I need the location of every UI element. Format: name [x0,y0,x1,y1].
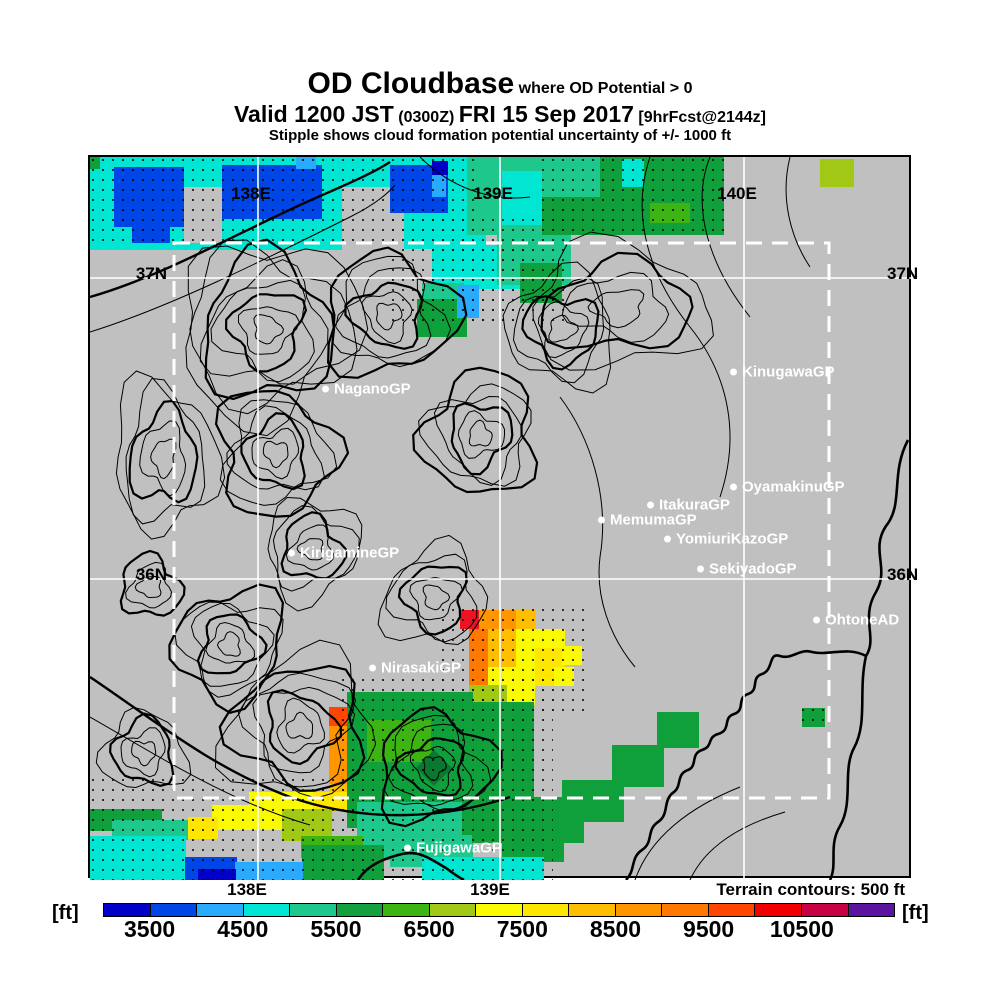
station-marker: NirasakiGP [369,660,461,677]
colorbar-segment [289,903,337,917]
colorbar-segment [614,903,663,917]
station-label: SekiyadoGP [709,560,797,578]
station-marker: MemumaGP [598,512,697,529]
lon-label-top: 140E [717,184,757,203]
header: OD Cloudbase where OD Potential > 0 Vali… [0,67,1000,145]
stipple-overlay [90,157,826,880]
colorbar-tick-label: 4500 [217,916,269,942]
station-dot-icon [369,664,376,672]
station-label: FujigawaGP [416,839,502,857]
colorbar-tick-label: 3500 [123,916,176,942]
station-dot-icon [322,385,329,393]
stipple-note: Stipple shows cloud formation potential … [268,127,732,145]
colorbar-segment [475,903,523,917]
valid-time-zulu: (0300Z) [398,109,455,127]
colorbar-segment [754,903,802,917]
page-title: OD Cloudbase [307,67,515,100]
colorbar-segment [707,903,756,917]
station-marker: KinugawaGP [730,364,835,381]
forecast-reference: [9hrFcst@2144z] [638,109,767,127]
colorbar [103,903,896,917]
station-dot-icon [647,501,654,509]
colorbar-segment [149,903,198,917]
valid-date: FRI 15 Sep 2017 [458,101,634,128]
colorbar-segment [382,903,430,917]
station-label: ItakuraGP [659,496,730,514]
valid-time: Valid 1200 JST [233,101,394,128]
station-marker: ItakuraGP [647,497,730,514]
colorbar-tick-label: 9500 [683,916,735,942]
station-label: KirigamineGP [300,544,400,562]
station-label: OyamakinuGP [742,478,845,496]
lat-label-left: 36N [135,565,167,584]
station-dot-icon [813,616,820,624]
lat-label-right: 36N [887,565,919,584]
latlon-grid [90,157,913,880]
station-dot-icon [664,535,671,543]
station-marker: SekiyadoGP [697,561,797,578]
station-marker: FujigawaGP [404,840,502,857]
lat-label-left: 37N [135,264,167,283]
colorbar-segment [568,903,616,917]
station-marker: OhtoneAD [813,612,899,629]
title-line: OD Cloudbase where OD Potential > 0 [0,67,1000,100]
station-label: YomiuriKazoGP [676,530,789,548]
colorbar-tick-label: 5500 [310,916,362,942]
colorbar-segment [428,903,477,917]
station-marker: OyamakinuGP [730,479,845,496]
title-condition: where OD Potential > 0 [518,80,693,97]
terrain-note: Terrain contours: 500 ft [716,880,905,899]
station-label: MemumaGP [610,511,697,529]
coastline [356,439,910,880]
station-dot-icon [730,368,737,376]
colorbar-segment [800,903,849,917]
station-dot-icon [598,516,605,524]
station-marker: KirigamineGP [288,545,399,562]
colorbar-segment [661,903,709,917]
colorbar-tick-label: 7500 [496,916,548,942]
colorbar-segment [196,903,244,917]
station-marker: YomiuriKazoGP [664,531,788,548]
colorbar-segment [242,903,291,917]
lon-label-top: 139E [473,184,513,203]
cloudbase-map: 138E 139E 140E 37N 36N 37N 36N NaganoGP Kinugaw… [88,155,918,880]
colorbar-segment [103,903,151,917]
colorbar-unit-right: [ft] [902,902,929,924]
lon-label-bottom: 138E [227,880,267,899]
station-label: OhtoneAD [825,611,900,629]
station-marker: NaganoGP [322,381,411,398]
station-dot-icon [730,483,737,491]
lon-label-top: 138E [231,184,271,203]
colorbar-tick-label: 10500 [769,916,834,942]
station-label: NaganoGP [334,380,411,398]
colorbar-tick-label: 8500 [589,916,642,942]
station-label: KinugawaGP [742,363,835,381]
map-canvas [90,157,913,880]
lat-label-right: 37N [887,264,919,283]
station-dot-icon [404,844,411,852]
colorbar-unit-left: [ft] [52,902,79,924]
station-dot-icon [697,565,704,573]
colorbar-segment [521,903,570,917]
colorbar-segment [335,903,384,917]
valid-time-line: Valid 1200 JST (0300Z) FRI 15 Sep 2017 [… [0,102,1000,127]
station-label: NirasakiGP [381,659,462,677]
colorbar-segment [847,903,896,917]
colorbar-tick-label: 6500 [403,916,455,942]
lon-label-bottom: 139E [470,880,510,899]
terrain-contours [90,157,811,880]
station-dot-icon [288,549,295,557]
